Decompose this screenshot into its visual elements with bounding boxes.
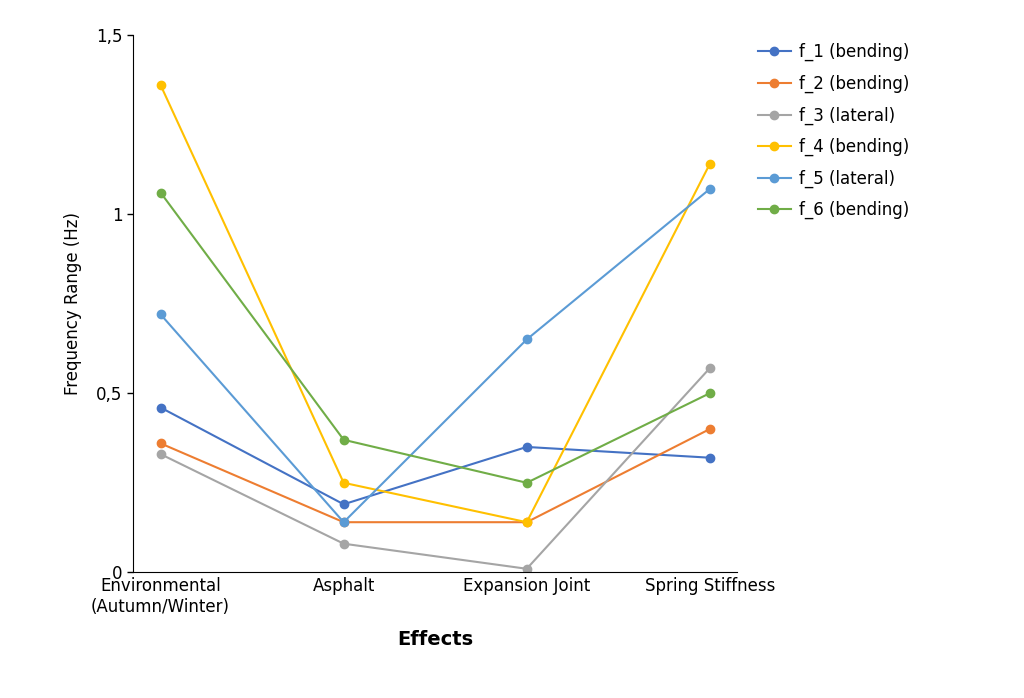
f_5 (lateral) bbox=[338, 518, 350, 526]
f_5 (lateral) bbox=[703, 185, 716, 193]
f_6 (bending) bbox=[520, 479, 532, 487]
Line: f_3 (lateral): f_3 (lateral) bbox=[157, 364, 714, 573]
f_2 (bending) bbox=[703, 425, 716, 433]
Y-axis label: Frequency Range (Hz): Frequency Range (Hz) bbox=[65, 212, 82, 395]
f_4 (bending) bbox=[155, 81, 167, 89]
f_4 (bending) bbox=[703, 160, 716, 168]
Line: f_2 (bending): f_2 (bending) bbox=[157, 425, 714, 526]
f_2 (bending) bbox=[155, 439, 167, 447]
f_3 (lateral) bbox=[520, 565, 532, 573]
f_1 (bending) bbox=[155, 403, 167, 412]
f_2 (bending) bbox=[338, 518, 350, 526]
f_1 (bending) bbox=[703, 454, 716, 462]
X-axis label: Effects: Effects bbox=[397, 630, 473, 649]
f_5 (lateral) bbox=[155, 310, 167, 318]
f_6 (bending) bbox=[703, 389, 716, 397]
f_2 (bending) bbox=[520, 518, 532, 526]
f_1 (bending) bbox=[338, 500, 350, 508]
f_3 (lateral) bbox=[155, 450, 167, 459]
Line: f_6 (bending): f_6 (bending) bbox=[157, 188, 714, 487]
Line: f_1 (bending): f_1 (bending) bbox=[157, 403, 714, 508]
Line: f_5 (lateral): f_5 (lateral) bbox=[157, 185, 714, 526]
Line: f_4 (bending): f_4 (bending) bbox=[157, 81, 714, 526]
f_4 (bending) bbox=[520, 518, 532, 526]
f_6 (bending) bbox=[338, 436, 350, 444]
f_5 (lateral) bbox=[520, 335, 532, 343]
f_3 (lateral) bbox=[703, 364, 716, 372]
f_6 (bending) bbox=[155, 188, 167, 197]
f_1 (bending) bbox=[520, 443, 532, 451]
f_3 (lateral) bbox=[338, 540, 350, 548]
f_4 (bending) bbox=[338, 479, 350, 487]
Legend: f_1 (bending), f_2 (bending), f_3 (lateral), f_4 (bending), f_5 (lateral), f_6 (: f_1 (bending), f_2 (bending), f_3 (later… bbox=[758, 43, 909, 219]
